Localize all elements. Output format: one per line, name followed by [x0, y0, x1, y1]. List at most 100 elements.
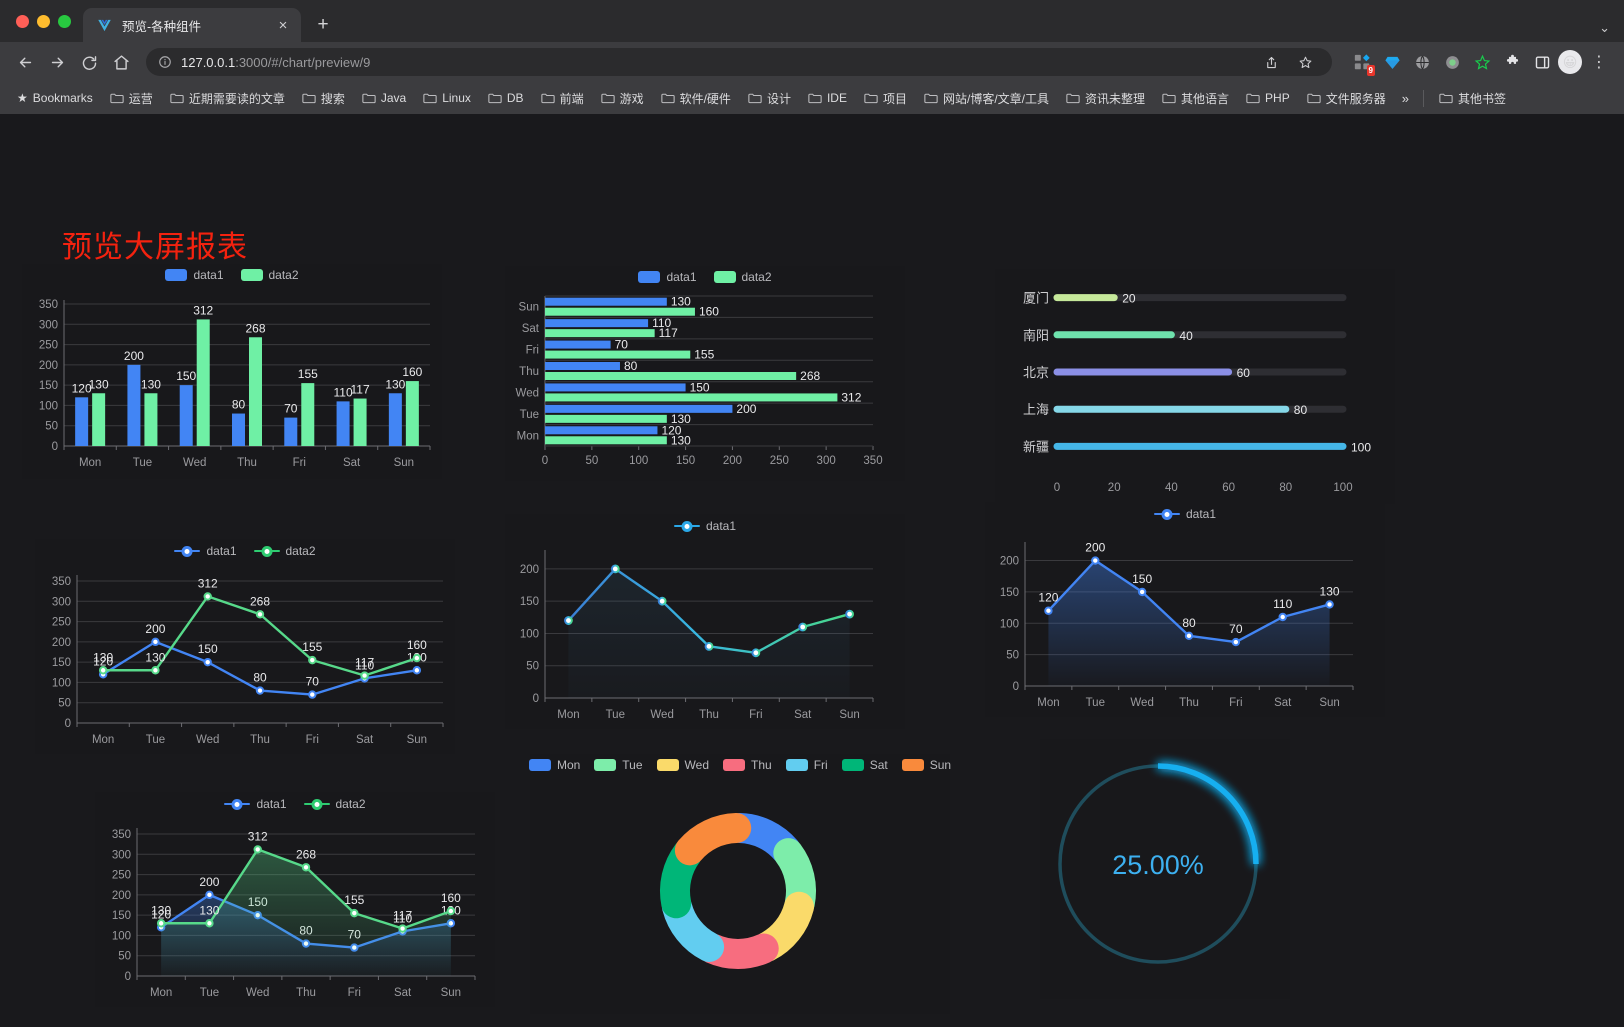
- bookmarks-overflow-button[interactable]: »: [1401, 90, 1409, 106]
- bar[interactable]: [545, 426, 658, 435]
- legend-item-data1[interactable]: data1: [638, 270, 697, 284]
- bar[interactable]: [545, 404, 733, 413]
- legend-item-tue[interactable]: Tue: [594, 758, 643, 772]
- bookmark-folder-8[interactable]: 软件/硬件: [654, 87, 738, 110]
- reload-icon[interactable]: [74, 47, 104, 77]
- data-point[interactable]: [151, 637, 160, 647]
- data-point[interactable]: [1325, 600, 1334, 609]
- bookmark-folder-12[interactable]: 网站/博客/文章/工具: [917, 87, 1056, 110]
- bar[interactable]: [545, 372, 797, 380]
- bookmark-folder-16[interactable]: 文件服务器: [1300, 87, 1393, 110]
- data-point[interactable]: [350, 908, 359, 918]
- tab-list-chevron-down-icon[interactable]: ⌄: [1599, 20, 1610, 35]
- data-point[interactable]: [564, 616, 573, 625]
- data-point[interactable]: [203, 592, 212, 601]
- bar[interactable]: [284, 417, 298, 446]
- bookmark-folder-5[interactable]: DB: [481, 88, 531, 108]
- bar[interactable]: [75, 397, 89, 446]
- globe-web-icon[interactable]: [1408, 48, 1436, 76]
- data-point[interactable]: [205, 890, 214, 900]
- back-icon[interactable]: [10, 47, 40, 77]
- new-tab-button[interactable]: +: [317, 14, 329, 35]
- bar[interactable]: [545, 383, 686, 392]
- legend-item-data1[interactable]: data1: [1153, 507, 1216, 521]
- data-point[interactable]: [301, 863, 311, 872]
- bar[interactable]: [336, 401, 350, 446]
- bookmark-folder-11[interactable]: 项目: [857, 87, 914, 110]
- bar[interactable]: [127, 364, 141, 446]
- circle-gray-icon[interactable]: [1438, 48, 1466, 76]
- color-blocks-icon[interactable]: 9: [1348, 48, 1376, 76]
- bar[interactable]: [92, 393, 106, 446]
- puzzle-icon[interactable]: [1498, 48, 1526, 76]
- legend-item-mon[interactable]: Mon: [528, 758, 580, 772]
- legend-item-data1[interactable]: data1: [673, 519, 736, 533]
- bookmark-folder-1[interactable]: 近期需要读的文章: [163, 87, 292, 110]
- data-point[interactable]: [308, 655, 317, 665]
- bookmark-other[interactable]: 其他书签: [1432, 87, 1513, 110]
- data-point[interactable]: [704, 641, 714, 651]
- legend-item-sat[interactable]: Sat: [841, 758, 888, 772]
- legend-item-data1[interactable]: data1: [174, 544, 237, 558]
- data-point[interactable]: [205, 919, 214, 928]
- data-point[interactable]: [412, 666, 422, 675]
- bar[interactable]: [545, 329, 655, 338]
- data-point[interactable]: [360, 671, 369, 680]
- bar[interactable]: [545, 319, 649, 328]
- data-point[interactable]: [798, 622, 808, 632]
- data-point[interactable]: [1044, 606, 1053, 615]
- bar[interactable]: [301, 383, 315, 446]
- data-point[interactable]: [1231, 637, 1241, 647]
- bar[interactable]: [179, 385, 193, 446]
- data-point[interactable]: [446, 906, 456, 916]
- bar[interactable]: [405, 381, 419, 446]
- bar[interactable]: [388, 393, 402, 446]
- data-point[interactable]: [657, 596, 667, 606]
- bookmark-folder-15[interactable]: PHP: [1239, 88, 1297, 108]
- data-point[interactable]: [156, 919, 166, 928]
- address-bar[interactable]: 127.0.0.1:3000/#/chart/preview/9: [146, 48, 1332, 76]
- bookmark-folder-7[interactable]: 游戏: [594, 87, 651, 110]
- data-point[interactable]: [1184, 631, 1194, 641]
- data-point[interactable]: [151, 666, 160, 675]
- diamond-icon[interactable]: [1378, 48, 1406, 76]
- data-point[interactable]: [98, 666, 108, 675]
- bar[interactable]: [545, 307, 695, 316]
- bookmark-star-icon[interactable]: [1290, 47, 1320, 77]
- legend-item-wed[interactable]: Wed: [656, 758, 709, 772]
- data-point[interactable]: [751, 648, 761, 658]
- legend-item-data2[interactable]: data2: [713, 270, 772, 284]
- legend-item-data1[interactable]: data1: [165, 268, 224, 282]
- bookmark-folder-13[interactable]: 资讯未整理: [1059, 87, 1152, 110]
- bar[interactable]: [545, 436, 667, 445]
- close-window-button[interactable]: [16, 14, 29, 28]
- bookmark-folder-2[interactable]: 搜索: [295, 87, 352, 110]
- legend-item-thu[interactable]: Thu: [723, 758, 772, 772]
- bookmark-folder-3[interactable]: Java: [355, 88, 413, 108]
- bar[interactable]: [545, 414, 667, 423]
- bookmark-folder-14[interactable]: 其他语言: [1155, 87, 1236, 110]
- green-star-icon[interactable]: [1468, 48, 1496, 76]
- data-point[interactable]: [308, 690, 317, 699]
- bar[interactable]: [545, 393, 838, 402]
- browser-tab[interactable]: 预览-各种组件 ×: [83, 8, 301, 42]
- bar[interactable]: [545, 362, 620, 370]
- bar[interactable]: [196, 319, 210, 446]
- bar[interactable]: [249, 337, 262, 446]
- bar[interactable]: [545, 350, 691, 359]
- data-point[interactable]: [398, 924, 407, 933]
- bookmarks-root[interactable]: ★ Bookmarks: [10, 88, 100, 108]
- home-icon[interactable]: [106, 47, 136, 77]
- legend-item-data1[interactable]: data1: [224, 797, 287, 811]
- bar[interactable]: [545, 297, 667, 306]
- bar[interactable]: [232, 413, 245, 446]
- bookmark-folder-4[interactable]: Linux: [416, 88, 478, 108]
- close-tab-icon[interactable]: ×: [278, 16, 288, 34]
- data-point[interactable]: [255, 686, 265, 695]
- side-panel-icon[interactable]: [1528, 48, 1556, 76]
- bar[interactable]: [144, 393, 158, 446]
- browser-menu-icon[interactable]: ⋮: [1591, 54, 1607, 71]
- minimize-window-button[interactable]: [37, 14, 50, 28]
- legend-item-fri[interactable]: Fri: [785, 758, 828, 772]
- donut-segment[interactable]: [674, 813, 752, 866]
